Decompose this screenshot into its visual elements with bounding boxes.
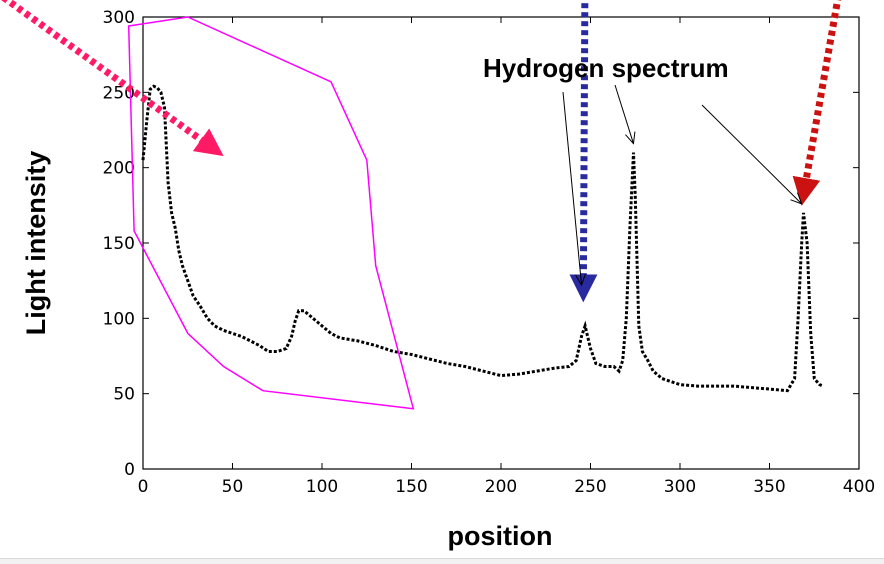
x-tick-label: 250 [574,477,606,497]
x-tick-label: 100 [306,477,338,497]
y-tick-label: 300 [103,8,135,28]
dotted-arrow [569,0,598,303]
y-axis-title: Light intensity [21,151,51,336]
x-tick-label: 50 [222,477,244,497]
x-tick-label: 150 [395,477,427,497]
x-tick-label: 350 [753,477,785,497]
dotted-arrow [1,0,224,157]
annotation-pointer [701,104,802,204]
y-tick-label: 50 [113,385,135,405]
x-tick-label: 0 [138,477,149,497]
bottom-strip [0,558,884,564]
x-tick-label: 300 [664,477,696,497]
x-tick-label: 400 [843,477,875,497]
overlay-layer [1,0,842,410]
annotation-pointer [614,84,633,144]
x-axis-ticks: 0 50 100 150 200 250 300 350 400 [138,17,875,497]
y-tick-label: 100 [103,309,135,329]
y-tick-label: 200 [103,159,135,179]
dotted-arrow [792,0,842,206]
x-tick-label: 200 [485,477,517,497]
plot-area [142,16,860,470]
y-tick-label: 0 [124,460,135,480]
annotation-hydrogen-spectrum: Hydrogen spectrum [483,53,729,83]
x-axis-title: position [448,521,553,551]
annotation-pointer [562,91,582,285]
highlight-polygon [127,16,415,410]
data-layer [141,84,824,393]
y-tick-label: 150 [103,234,135,254]
series-line [141,84,824,393]
